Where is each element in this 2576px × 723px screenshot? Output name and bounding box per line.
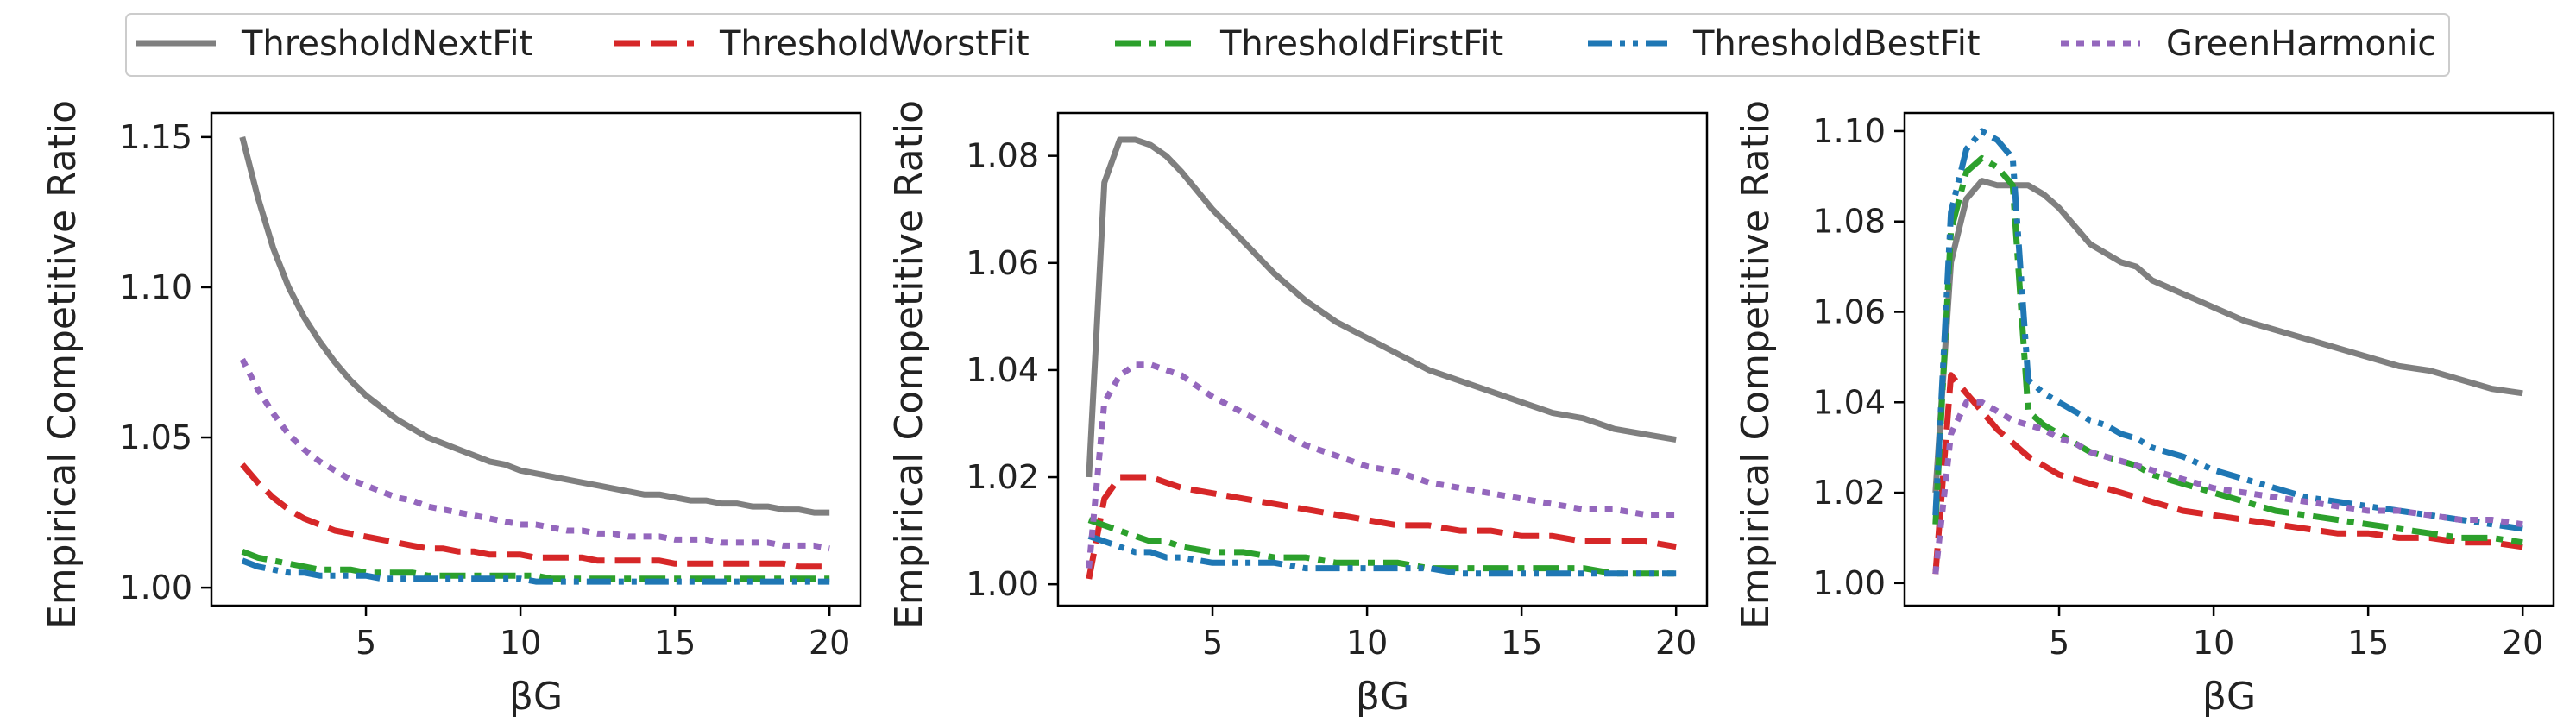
series-line-green-harmonic xyxy=(239,357,830,552)
y-tick-label: 1.10 xyxy=(1812,112,1886,150)
x-tick-label: 20 xyxy=(2502,624,2543,662)
legend-label-threshold-worst-fit: ThresholdWorstFit xyxy=(719,24,1030,64)
series-line-threshold-first-fit xyxy=(1087,517,1677,577)
legend-label-threshold-best-fit: ThresholdBestFit xyxy=(1692,24,1981,64)
y-tick-label: 1.02 xyxy=(1812,474,1886,512)
x-tick-label: 10 xyxy=(500,624,541,662)
series-line-threshold-worst-fit xyxy=(240,462,830,570)
x-tick-label: 15 xyxy=(2347,624,2389,662)
plot-frame xyxy=(1903,111,2555,607)
y-tick-label: 1.00 xyxy=(966,565,1039,603)
series-line-green-harmonic xyxy=(1086,362,1677,569)
series-line-threshold-best-fit xyxy=(241,557,830,585)
y-tick-label: 1.05 xyxy=(119,418,192,456)
chart-panel-1: 5 10 15 20 1.00 1.05 1.10 1.15 βG Empirical Compe… xyxy=(41,100,862,719)
series-line-threshold-next-fit xyxy=(239,136,830,516)
legend: ThresholdNextFit ThresholdWorstFit Thresho… xyxy=(125,13,2450,77)
legend-item-green-harmonic: GreenHarmonic xyxy=(2061,24,2436,64)
y-tick-label: 1.10 xyxy=(119,268,192,306)
legend-label-threshold-first-fit: ThresholdFirstFit xyxy=(1219,24,1503,64)
legend-item-threshold-best-fit: ThresholdBestFit xyxy=(1588,24,1981,64)
x-tick-label: 5 xyxy=(2049,624,2069,662)
plot-frame xyxy=(1056,111,1709,607)
y-tick-label: 1.15 xyxy=(119,118,192,156)
y-tick-label: 1.08 xyxy=(1812,203,1886,241)
x-axis-label: βG xyxy=(509,675,563,719)
y-tick-label: 1.02 xyxy=(966,458,1039,496)
series-group xyxy=(1086,136,1677,580)
legend-item-threshold-worst-fit: ThresholdWorstFit xyxy=(614,24,1030,64)
x-tick-label: 15 xyxy=(1501,624,1542,662)
y-axis-label: Empirical Competitive Ratio xyxy=(1734,100,1778,629)
x-tick-label: 5 xyxy=(1202,624,1223,662)
x-tick-label: 10 xyxy=(2193,624,2234,662)
legend-label-threshold-next-fit: ThresholdNextFit xyxy=(241,24,532,64)
y-axis-label: Empirical Competitive Ratio xyxy=(41,100,85,629)
x-tick-label: 15 xyxy=(654,624,696,662)
x-tick-label: 10 xyxy=(1346,624,1388,662)
legend-item-threshold-first-fit: ThresholdFirstFit xyxy=(1115,24,1503,64)
chart-panel-2: 5 10 15 20 1.00 1.02 1.04 1.06 1.08 βG Empirical C… xyxy=(887,100,1709,719)
x-axis-label: βG xyxy=(1356,675,1409,719)
series-line-threshold-best-fit xyxy=(1087,532,1677,577)
y-tick-label: 1.06 xyxy=(1812,292,1886,330)
series-line-threshold-worst-fit xyxy=(1086,474,1677,580)
legend-label-green-harmonic: GreenHarmonic xyxy=(2166,24,2436,64)
series-line-threshold-next-fit xyxy=(1086,136,1677,478)
plot-frame xyxy=(210,111,862,607)
legend-frame xyxy=(125,13,2450,77)
x-axis-label: βG xyxy=(2202,675,2256,719)
y-axis-label: Empirical Competitive Ratio xyxy=(887,100,931,629)
y-tick-label: 1.06 xyxy=(966,244,1039,282)
x-tick-label: 5 xyxy=(356,624,376,662)
chart-panel-3: 5 10 15 20 1.00 1.02 1.04 1.06 1.08 1.10 βG Empiric… xyxy=(1734,100,2555,719)
y-tick-label: 1.00 xyxy=(1812,564,1886,602)
x-tick-label: 20 xyxy=(809,624,850,662)
series-line-threshold-next-fit xyxy=(1932,178,2523,494)
series-group xyxy=(1932,128,2523,575)
y-tick-label: 1.04 xyxy=(966,351,1039,389)
x-tick-label: 20 xyxy=(1655,624,1697,662)
y-tick-label: 1.08 xyxy=(966,137,1039,175)
legend-item-threshold-next-fit: ThresholdNextFit xyxy=(136,24,532,64)
series-line-green-harmonic xyxy=(1932,399,2523,575)
y-tick-label: 1.04 xyxy=(1812,383,1886,421)
series-line-threshold-best-fit xyxy=(1932,128,2523,532)
series-line-threshold-worst-fit xyxy=(1932,372,2523,575)
series-group xyxy=(239,136,830,585)
y-tick-label: 1.00 xyxy=(119,569,192,607)
series-line-threshold-first-fit xyxy=(241,549,830,582)
